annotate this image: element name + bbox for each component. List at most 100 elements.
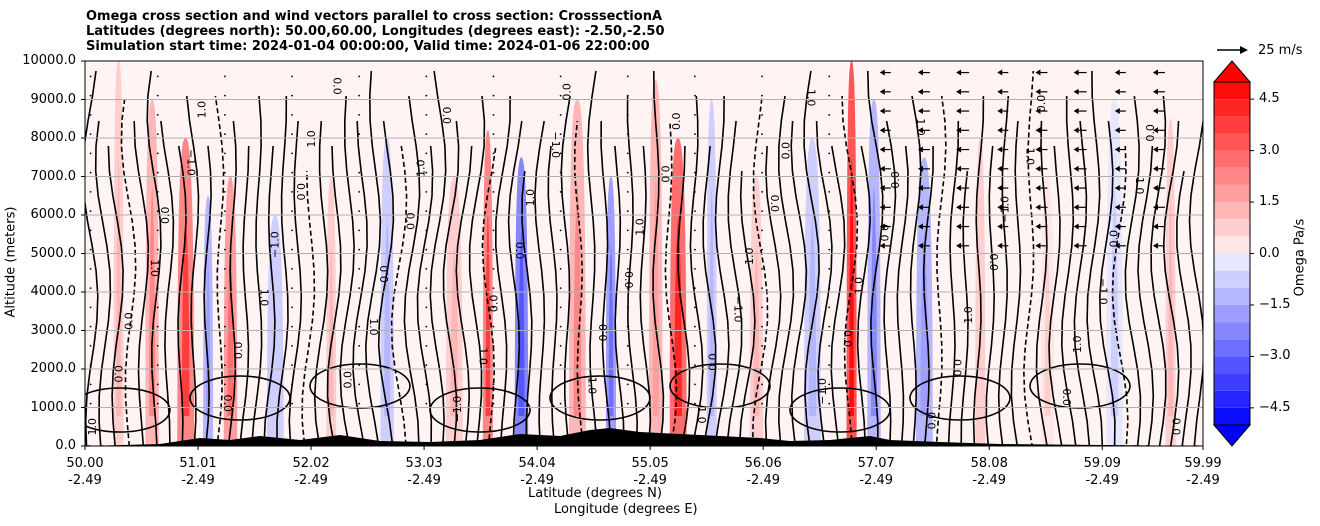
wind-vector-head	[879, 127, 885, 134]
omega-contour-line	[960, 170, 969, 446]
wind-vector-head	[997, 88, 1003, 95]
x-tick-longitude: -2.49	[859, 473, 894, 488]
contour-label: 0.0	[878, 224, 891, 242]
y-tick-label: 3000.0	[30, 322, 77, 338]
colorbar-tick-label: 1.5	[1259, 194, 1280, 210]
wind-vector-dot	[761, 287, 763, 290]
wind-vector-dot	[358, 325, 361, 328]
wind-vector-dot	[626, 171, 629, 174]
x-tick-latitude: 53.03	[405, 456, 443, 471]
omega-contour-line	[560, 95, 571, 446]
contour-label: 0.0	[111, 365, 124, 383]
wind-vector-dot	[291, 133, 293, 136]
wind-vector-dot	[223, 133, 226, 136]
colorbar-segment	[1214, 184, 1250, 203]
y-tick-label: 8000.0	[30, 130, 77, 145]
wind-vector-head	[1152, 69, 1158, 76]
omega-contour-line	[481, 145, 497, 446]
wind-vectors	[89, 69, 1165, 405]
wind-vector-dot	[156, 402, 159, 405]
wind-vector-dot	[828, 345, 831, 347]
vector-key-label: 25 m/s	[1258, 43, 1303, 58]
omega-contour-line	[521, 170, 533, 446]
wind-vector-dot	[89, 383, 92, 386]
wind-vector-head	[1073, 69, 1079, 76]
wind-vector-head	[997, 127, 1003, 134]
wind-vector-dot	[559, 133, 562, 136]
wind-vector-dot	[89, 287, 92, 290]
colorbar-tick-label: −1.5	[1259, 296, 1291, 312]
wind-vector-head	[956, 185, 962, 192]
wind-vector-dot	[559, 94, 562, 97]
wind-vector-dot	[694, 75, 696, 78]
x-tick-latitude: 50.00	[66, 456, 104, 471]
wind-vector-dot	[223, 191, 226, 193]
chart-title-line-3: Simulation start time: 2024-01-04 00:00:…	[86, 39, 650, 54]
wind-vector-head	[879, 185, 885, 192]
omega-contour-closed	[429, 387, 531, 433]
terrain-profile	[85, 428, 1203, 446]
wind-vector-dot	[559, 306, 562, 309]
wind-vector-dot	[492, 191, 495, 193]
wind-vector-dot	[291, 345, 293, 347]
x-tick-latitude: 52.02	[292, 456, 330, 471]
wind-vector-dot	[156, 268, 159, 270]
contour-label: −1.0	[1096, 278, 1109, 305]
omega-contour-line	[856, 145, 872, 446]
wind-vector-dot	[492, 171, 495, 174]
wind-vector-head	[879, 165, 885, 172]
wind-vector-dot	[694, 383, 696, 386]
x-tick-label: 58.08 -2.49	[954, 455, 1024, 489]
wind-vector-dot	[828, 191, 831, 193]
colorbar-label: Omega Pa/s	[1292, 218, 1308, 297]
wind-vector-head	[1035, 88, 1041, 95]
contour-labels: 1.0 0.0 0.0 1.0 0.0 −1.0 1.0 0.0 0.0 1.0 −1.0 0.0 1.…	[86, 77, 1182, 435]
contour-label: −1.0	[184, 149, 197, 176]
colorbar-segment	[1214, 322, 1250, 340]
omega-contour-line	[94, 120, 112, 446]
wind-vector-dot	[291, 94, 293, 97]
contour-label: −1.0	[816, 378, 829, 405]
wind-vector-dot	[761, 114, 763, 116]
wind-vector-head	[956, 165, 962, 172]
wind-vector-dot	[425, 114, 428, 116]
wind-vector-head	[879, 69, 885, 76]
wind-vector-dot	[291, 402, 293, 405]
wind-vector-dot	[694, 210, 696, 213]
x-axis-label-latitude: Latitude (degrees N)	[528, 486, 662, 501]
wind-vector-dot	[425, 133, 428, 136]
colorbar-segment	[1214, 253, 1250, 271]
omega-contour-line	[203, 145, 212, 446]
wind-vector-dot	[425, 152, 428, 155]
colorbar-tick-label: −3.0	[1259, 348, 1291, 364]
x-tick-latitude: 58.08	[970, 456, 1008, 471]
wind-vector-dot	[223, 402, 226, 405]
x-tick-latitude: 57.07	[857, 456, 895, 471]
wind-vector-dot	[425, 210, 428, 213]
wind-vector-dot	[761, 325, 763, 328]
wind-vector-head	[879, 223, 885, 230]
wind-vector-head	[1035, 146, 1041, 153]
omega-contour-line	[626, 95, 639, 446]
x-tick-label: 57.07 -2.49	[841, 455, 911, 489]
wind-vector-dot	[761, 402, 763, 405]
wind-vector-dot	[492, 287, 495, 290]
wind-vector-dot	[358, 287, 361, 290]
wind-vector-dot	[358, 133, 361, 136]
wind-vector-head	[917, 108, 923, 115]
wind-vector-dot	[89, 210, 92, 213]
wind-vector-head	[956, 69, 962, 76]
omega-contour-line	[455, 145, 473, 446]
omega-contour-line	[677, 145, 691, 446]
contour-label: 1.0	[415, 160, 428, 178]
omega-contour-line	[352, 120, 368, 446]
contour-label: 0.0	[706, 353, 719, 371]
omega-contour-line	[815, 120, 833, 446]
wind-vector-dot	[156, 133, 159, 136]
colorbar-segment	[1214, 390, 1250, 408]
wind-vector-dot	[559, 345, 562, 347]
omega-contour-line	[442, 120, 460, 446]
wind-vector-dot	[223, 268, 226, 270]
omega-contour-line	[922, 145, 934, 446]
wind-vector-dot	[156, 383, 159, 386]
